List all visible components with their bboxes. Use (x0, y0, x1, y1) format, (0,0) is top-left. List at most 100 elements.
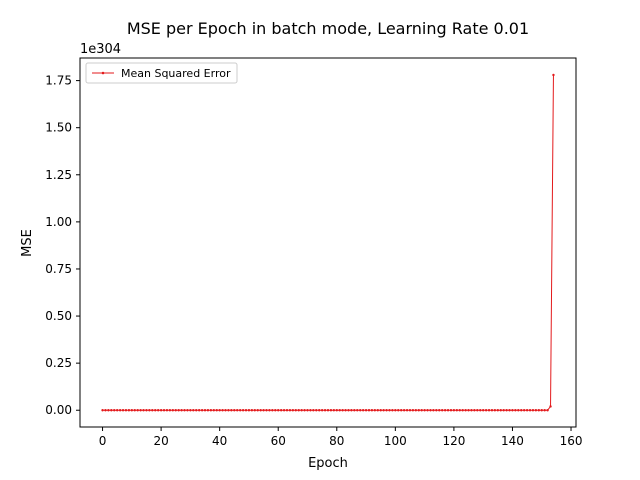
data-point (332, 409, 336, 412)
data-point (282, 409, 286, 412)
data-point (499, 409, 502, 412)
data-point (417, 409, 420, 412)
y-offset-label: 1e304 (80, 42, 121, 57)
data-point (259, 409, 262, 412)
data-point (104, 409, 107, 412)
data-point (382, 409, 385, 412)
data-point (438, 409, 441, 412)
x-tick-label: 120 (442, 434, 465, 448)
data-point (233, 409, 236, 412)
legend-label-mse: Mean Squared Error (121, 67, 231, 80)
chart-title: MSE per Epoch in batch mode, Learning Ra… (127, 19, 529, 38)
data-point (294, 409, 297, 412)
y-tick-label: 1.25 (45, 168, 72, 182)
data-point (326, 409, 330, 412)
data-point (479, 409, 482, 412)
data-point (151, 409, 154, 412)
data-point (256, 409, 259, 412)
data-point (520, 409, 523, 412)
data-point (174, 409, 177, 412)
data-point (320, 409, 324, 412)
data-point (200, 409, 204, 412)
data-point (180, 409, 183, 412)
y-axis-label: MSE (20, 229, 35, 257)
data-point (534, 409, 538, 412)
data-point (192, 409, 195, 412)
legend-marker-swatch (101, 71, 105, 75)
data-point (121, 409, 125, 412)
x-tick-label: 20 (153, 434, 168, 448)
data-point (212, 409, 216, 412)
data-point (118, 409, 122, 412)
data-point (236, 409, 239, 412)
x-axis-label: Epoch (308, 456, 348, 471)
data-point (455, 409, 459, 412)
data-point (250, 409, 254, 412)
data-point (470, 409, 473, 412)
data-point (177, 409, 180, 412)
data-point (338, 409, 341, 412)
y-tick-label: 1.00 (45, 215, 72, 229)
data-point (285, 409, 289, 412)
data-point (291, 409, 295, 412)
data-point (341, 409, 344, 412)
data-point (467, 409, 470, 412)
data-point (203, 409, 207, 412)
data-point (297, 409, 300, 412)
data-point (391, 409, 394, 412)
data-point (265, 409, 268, 412)
data-point (115, 409, 119, 412)
y-tick-label: 0.50 (45, 309, 72, 323)
data-point (241, 409, 245, 412)
data-point (165, 409, 169, 412)
data-point (271, 409, 274, 412)
data-point (543, 409, 546, 412)
data-point (367, 409, 371, 412)
data-point (522, 409, 526, 412)
data-point (300, 409, 303, 412)
y-tick-label: 0.00 (45, 403, 72, 417)
data-point (402, 409, 406, 412)
data-point (356, 409, 359, 412)
data-point (154, 409, 157, 412)
data-point (288, 409, 292, 412)
data-point (552, 73, 555, 77)
data-point (136, 409, 139, 412)
data-point (493, 409, 497, 412)
data-point (446, 409, 450, 412)
data-point (394, 409, 397, 412)
data-point (253, 409, 256, 412)
data-point (124, 409, 128, 412)
data-point (517, 409, 520, 412)
data-point (218, 409, 221, 412)
data-point (443, 409, 447, 412)
plot-area-frame (79, 57, 577, 428)
data-point (487, 409, 491, 412)
data-point (224, 409, 227, 412)
data-point (464, 409, 467, 412)
data-point (373, 409, 377, 412)
data-point (139, 409, 142, 412)
y-tick-label: 0.25 (45, 356, 72, 370)
data-point (315, 409, 318, 412)
y-tick-label: 1.50 (45, 121, 72, 135)
data-point (277, 409, 280, 412)
data-point (189, 409, 192, 412)
x-tick-label: 140 (501, 434, 524, 448)
data-point (397, 409, 400, 412)
legend-box (85, 62, 238, 84)
data-point (400, 409, 403, 412)
data-point (279, 409, 283, 412)
data-point (528, 409, 532, 412)
x-axis-ticks: 0 20 40 60 80 100 120 140 160 (99, 427, 582, 448)
data-point (156, 409, 160, 412)
data-point (452, 409, 456, 412)
data-point (420, 409, 423, 412)
data-point (312, 409, 315, 412)
data-point (540, 409, 543, 412)
data-point (329, 409, 333, 412)
data-point (484, 409, 488, 412)
data-point (318, 409, 321, 412)
data-point (353, 409, 356, 412)
x-tick-label: 60 (271, 434, 286, 448)
